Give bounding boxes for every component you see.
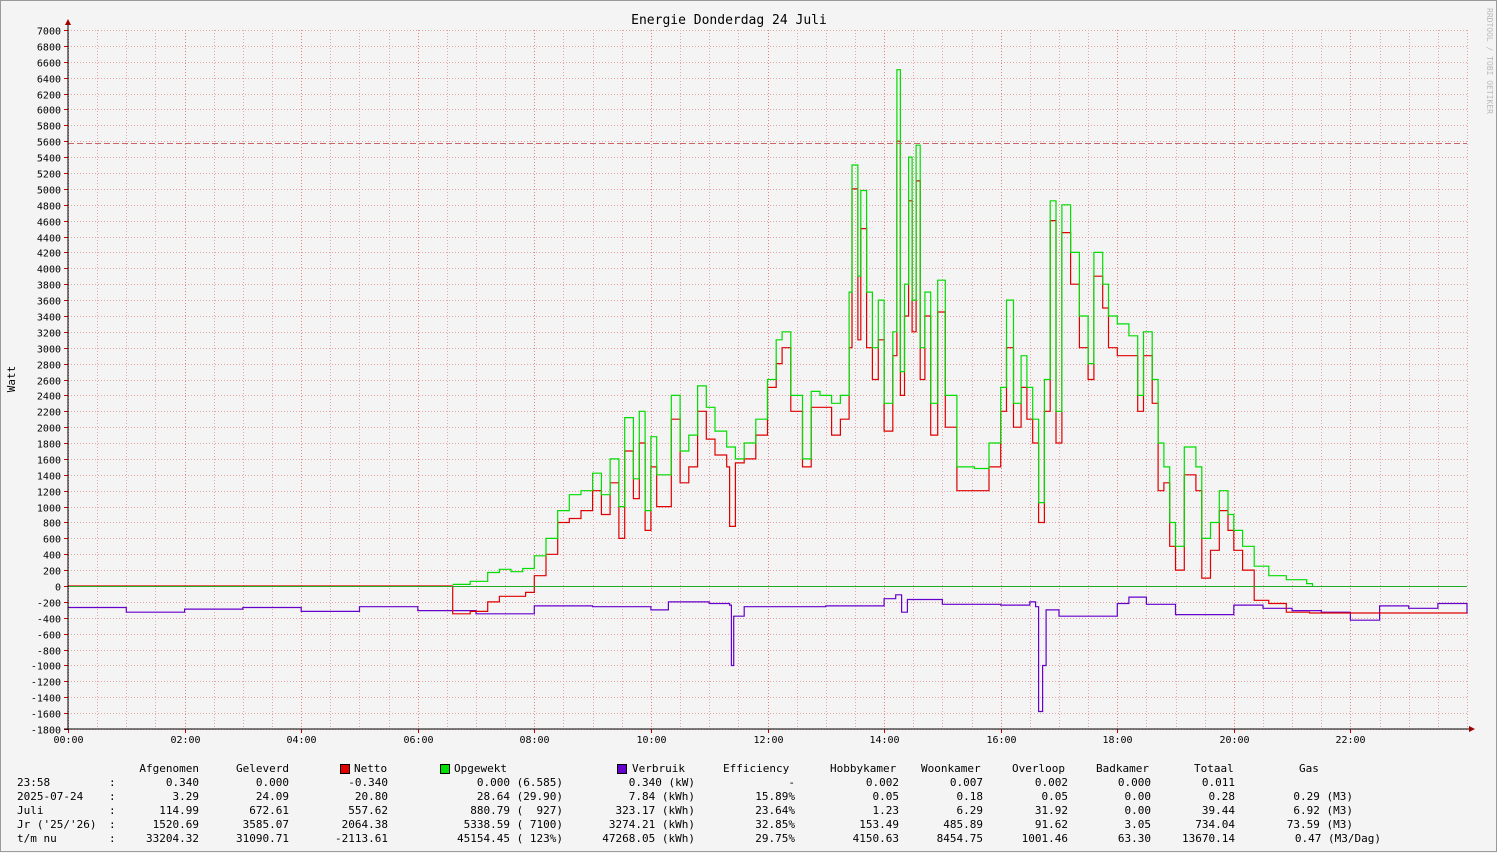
y-tick-label: 2600 — [37, 377, 61, 388]
y-tick-label: 5000 — [37, 186, 61, 197]
x-axis-arrow-icon — [1469, 726, 1475, 732]
y-tick-label: 1000 — [37, 504, 61, 515]
y-axis-label: Watt — [5, 366, 18, 393]
y-tick-label: -1800 — [31, 726, 61, 737]
y-tick-label: 4000 — [37, 265, 61, 276]
y-tick-label: 5600 — [37, 138, 61, 149]
y-tick-label: 800 — [43, 519, 61, 530]
y-tick-label: 1200 — [37, 488, 61, 499]
x-tick-label: 02:00 — [170, 735, 200, 746]
series-line-verbruik — [68, 594, 1468, 713]
series-line-opgewekt — [452, 69, 1314, 586]
y-tick-label: -1200 — [31, 678, 61, 689]
y-tick-label: 6400 — [37, 75, 61, 86]
x-tick-label: 20:00 — [1219, 735, 1249, 746]
y-axis-tick-labels: 7000680066006400620060005800560054005200… — [31, 27, 61, 737]
y-tick-label: 2200 — [37, 408, 61, 419]
y-tick-label: -1000 — [31, 662, 61, 673]
y-tick-label: -1600 — [31, 710, 61, 721]
y-tick-label: 6800 — [37, 43, 61, 54]
series-line-netto — [68, 140, 1467, 615]
rrdtool-credit: RRDTOOL / TOBI OETIKER — [1485, 8, 1494, 114]
y-tick-label: 3800 — [37, 281, 61, 292]
series-layer — [68, 69, 1468, 713]
x-tick-label: 14:00 — [869, 735, 899, 746]
y-tick-label: -800 — [37, 647, 61, 658]
y-tick-label: 5200 — [37, 170, 61, 181]
x-tick-label: 04:00 — [286, 735, 316, 746]
y-tick-label: 400 — [43, 551, 61, 562]
y-tick-label: 5400 — [37, 154, 61, 165]
y-tick-label: 600 — [43, 535, 61, 546]
y-tick-label: 4600 — [37, 218, 61, 229]
y-tick-label: 1800 — [37, 440, 61, 451]
y-tick-label: 7000 — [37, 27, 61, 38]
y-tick-label: 4400 — [37, 234, 61, 245]
y-tick-label: 0 — [55, 583, 61, 594]
y-axis-arrow-icon — [65, 19, 71, 25]
x-tick-label: 18:00 — [1102, 735, 1132, 746]
x-tick-label: 00:00 — [53, 735, 83, 746]
y-tick-label: 3400 — [37, 313, 61, 324]
x-axis-tick-labels: 00:00 02:00 04:00 06:00 08:00 10:00 12:00 14:00… — [53, 735, 1365, 746]
y-tick-label: 3600 — [37, 297, 61, 308]
y-tick-label: 6200 — [37, 91, 61, 102]
grid-major — [64, 30, 1467, 733]
y-tick-label: -400 — [37, 615, 61, 626]
y-tick-label: 1600 — [37, 456, 61, 467]
y-tick-label: -600 — [37, 631, 61, 642]
axes — [64, 19, 1475, 732]
y-tick-label: -1400 — [31, 694, 61, 705]
y-tick-label: 6000 — [37, 106, 61, 117]
y-tick-label: 4200 — [37, 249, 61, 260]
y-tick-label: 2800 — [37, 361, 61, 372]
x-tick-label: 16:00 — [986, 735, 1016, 746]
x-tick-label: 06:00 — [403, 735, 433, 746]
x-tick-label: 08:00 — [519, 735, 549, 746]
y-tick-label: 2400 — [37, 392, 61, 403]
y-tick-label: 2000 — [37, 424, 61, 435]
x-tick-label: 22:00 — [1335, 735, 1365, 746]
x-tick-label: 12:00 — [753, 735, 783, 746]
y-tick-label: 4800 — [37, 202, 61, 213]
x-tick-label: 10:00 — [636, 735, 666, 746]
y-tick-label: 1400 — [37, 472, 61, 483]
y-tick-label: 3000 — [37, 345, 61, 356]
y-tick-label: 200 — [43, 567, 61, 578]
y-tick-label: 3200 — [37, 329, 61, 340]
y-tick-label: 6600 — [37, 59, 61, 70]
y-tick-label: 5800 — [37, 122, 61, 133]
y-tick-label: -200 — [37, 599, 61, 610]
chart-title: Energie Donderdag 24 Juli — [631, 13, 827, 28]
